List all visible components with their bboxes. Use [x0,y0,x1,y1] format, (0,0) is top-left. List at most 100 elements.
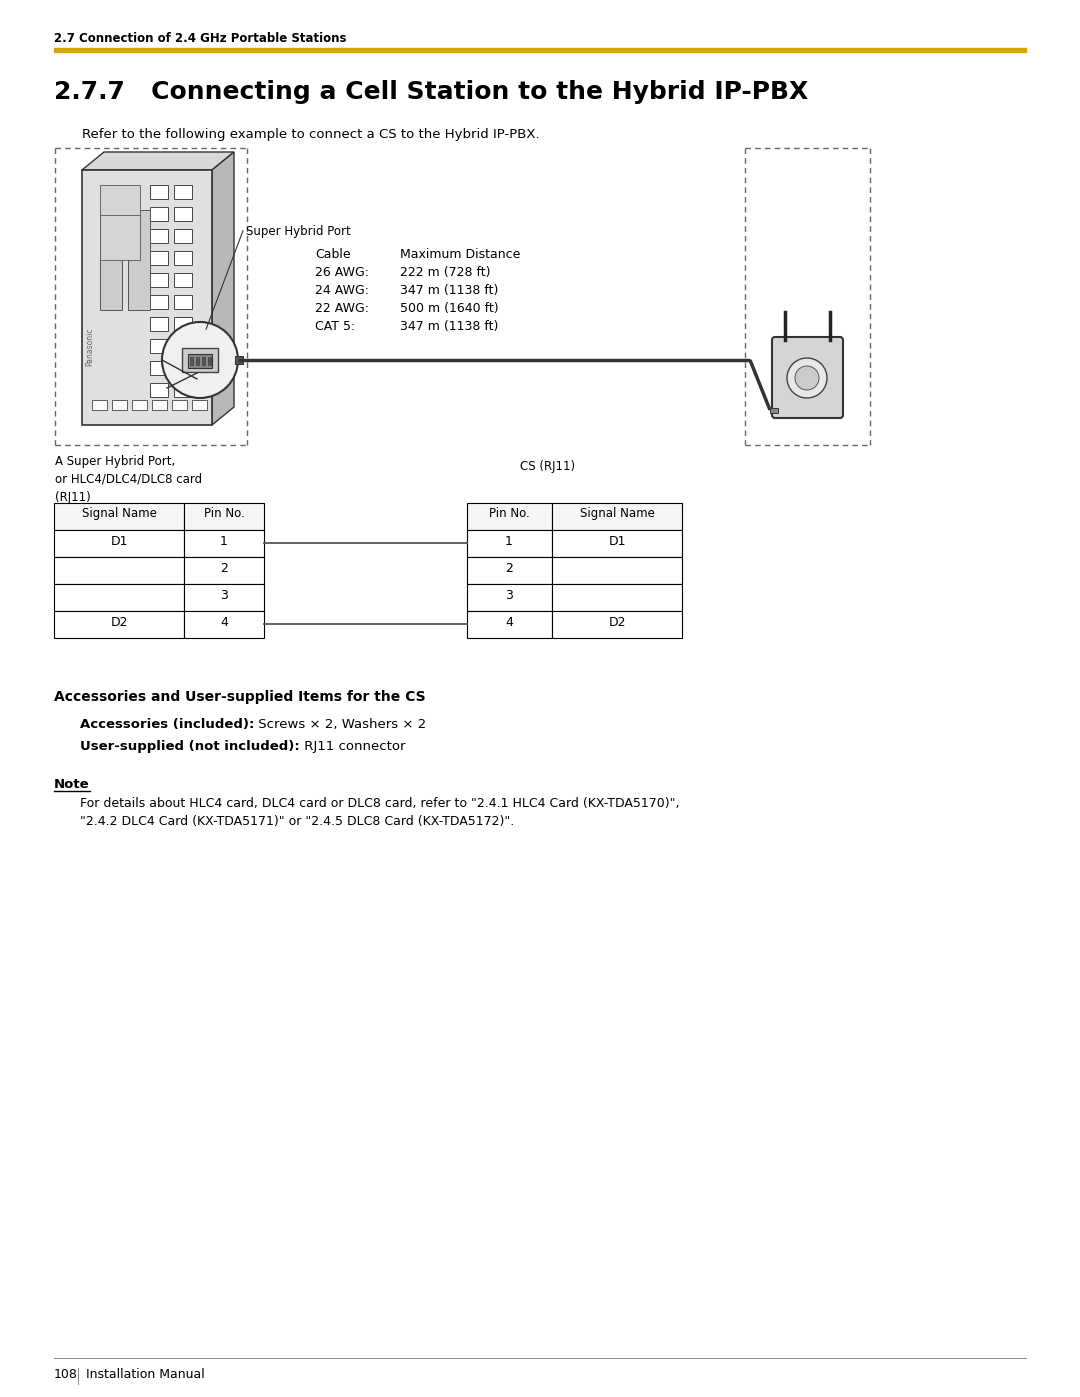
Text: RJ11 connector: RJ11 connector [300,740,405,753]
Circle shape [162,321,238,398]
Text: Screws × 2, Washers × 2: Screws × 2, Washers × 2 [255,718,427,731]
Text: 3: 3 [220,590,228,602]
Bar [186,374,200,383]
Circle shape [795,366,819,390]
Bar [184,529,264,557]
Text: A Super Hybrid Port,
or HLC4/DLC4/DLC8 card
(RJ11): A Super Hybrid Port, or HLC4/DLC4/DLC8 c… [55,455,202,504]
Text: D2: D2 [110,616,127,629]
Text: 2.7.7   Connecting a Cell Station to the Hybrid IP-PBX: 2.7.7 Connecting a Cell Station to the H… [54,80,808,103]
Bar [150,229,168,243]
Bar [174,207,192,221]
Text: 22 AWG:: 22 AWG: [315,302,369,314]
Text: CAT 5:: CAT 5: [315,320,355,332]
Bar [172,400,187,409]
Bar [192,400,207,409]
Text: Pin No.: Pin No. [488,507,529,520]
Text: User-supplied (not included):: User-supplied (not included): [80,740,300,753]
Bar [150,207,168,221]
Bar [202,358,205,365]
Bar [54,557,184,584]
Bar [552,503,681,529]
Bar [150,251,168,265]
Polygon shape [212,152,234,425]
Text: 347 m (1138 ft): 347 m (1138 ft) [400,320,498,332]
Bar [552,584,681,610]
Text: 24 AWG:: 24 AWG: [315,284,369,298]
Bar [188,353,212,367]
Bar [467,610,552,638]
Bar [174,383,192,397]
Text: For details about HLC4 card, DLC4 card or DLC8 card, refer to "2.4.1 HLC4 Card (: For details about HLC4 card, DLC4 card o… [80,798,679,828]
Bar [54,584,184,610]
Bar [150,272,168,286]
Bar [92,400,107,409]
Text: 2: 2 [505,562,513,576]
Bar [82,170,212,425]
Bar [174,272,192,286]
Bar [235,356,243,365]
Bar [54,503,184,529]
Text: Refer to the following example to connect a CS to the Hybrid IP-PBX.: Refer to the following example to connec… [82,129,540,141]
Bar [152,400,167,409]
Text: Installation Manual: Installation Manual [86,1368,205,1382]
Bar [150,184,168,198]
Text: Accessories (included):: Accessories (included): [80,718,255,731]
Bar [552,529,681,557]
Bar [129,210,150,310]
Bar [174,229,192,243]
Text: 347 m (1138 ft): 347 m (1138 ft) [400,284,498,298]
Text: Maximum Distance: Maximum Distance [400,249,521,261]
Bar [190,358,193,365]
Bar [174,360,192,374]
Text: D1: D1 [608,535,625,548]
Bar [195,358,199,365]
Bar [184,557,264,584]
Text: 3: 3 [505,590,513,602]
Text: Cable: Cable [315,249,351,261]
Bar [467,503,552,529]
Bar [184,584,264,610]
Bar [184,610,264,638]
Bar [552,610,681,638]
Text: 2: 2 [220,562,228,576]
Bar [552,557,681,584]
Bar [174,317,192,331]
Bar [150,383,168,397]
FancyBboxPatch shape [772,337,843,418]
Bar [150,295,168,309]
Bar [150,360,168,374]
Text: Signal Name: Signal Name [580,507,654,520]
Bar [54,47,1026,52]
Bar [174,251,192,265]
Bar [184,503,264,529]
Text: 500 m (1640 ft): 500 m (1640 ft) [400,302,499,314]
Bar [100,210,140,260]
Text: Super Hybrid Port: Super Hybrid Port [246,225,351,237]
Text: Panasonic: Panasonic [85,328,95,366]
Text: Accessories and User-supplied Items for the CS: Accessories and User-supplied Items for … [54,690,426,704]
Bar [150,317,168,331]
Bar [174,295,192,309]
Text: Note: Note [54,778,90,791]
Bar [100,210,122,310]
Text: 4: 4 [505,616,513,629]
Bar [54,529,184,557]
Text: 1: 1 [505,535,513,548]
Bar [770,408,778,414]
Text: D2: D2 [608,616,625,629]
Bar [208,358,211,365]
Bar [150,339,168,353]
Bar [183,348,218,372]
Text: 2.7 Connection of 2.4 GHz Portable Stations: 2.7 Connection of 2.4 GHz Portable Stati… [54,32,347,45]
Bar [100,184,140,215]
Bar [54,610,184,638]
Bar [174,184,192,198]
Bar [467,557,552,584]
Bar [174,339,192,353]
Text: 222 m (728 ft): 222 m (728 ft) [400,265,490,279]
Text: 26 AWG:: 26 AWG: [315,265,369,279]
Text: 4: 4 [220,616,228,629]
Text: Signal Name: Signal Name [82,507,157,520]
Text: CS (RJ11): CS (RJ11) [519,460,576,474]
Bar [467,529,552,557]
